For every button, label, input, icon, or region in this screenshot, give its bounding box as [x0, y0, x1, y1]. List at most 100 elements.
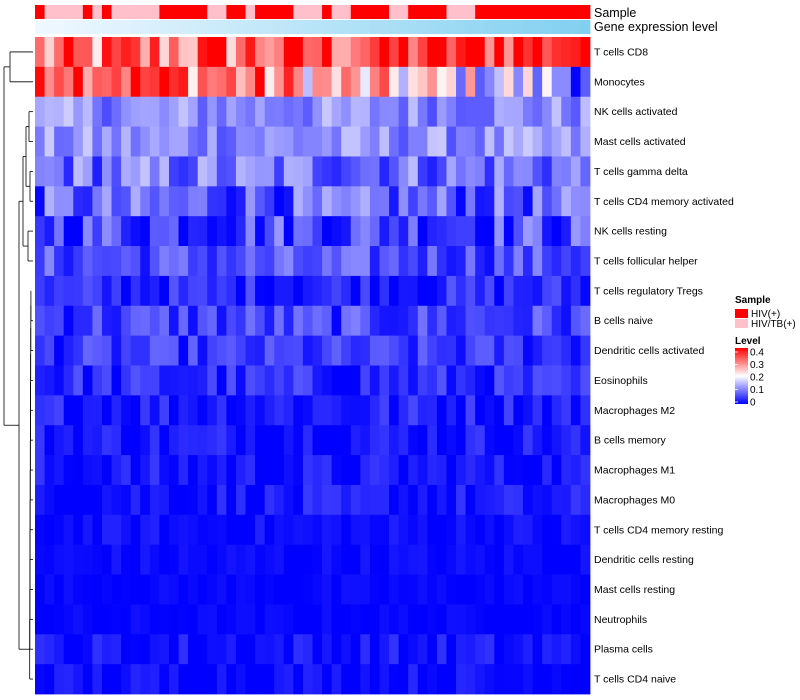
heatmap-cell [121, 455, 132, 486]
heatmap-cell [159, 186, 170, 217]
heatmap-cell [532, 425, 543, 456]
heatmap-cell [436, 425, 447, 456]
heatmap-cell [331, 365, 342, 396]
heatmap-cell [226, 216, 237, 247]
heatmap-cell [111, 156, 122, 187]
sample-annotation-cell [302, 5, 313, 19]
heatmap-cell [54, 634, 65, 665]
heatmap-cell [264, 246, 275, 277]
heatmap-cell [168, 96, 179, 127]
heatmap-cell [293, 216, 304, 247]
heatmap-cell [235, 37, 246, 68]
heatmap-cell [379, 395, 390, 426]
heatmap-cell [140, 216, 151, 247]
heatmap-cell [264, 664, 275, 695]
heatmap-cell [92, 395, 103, 426]
row-label: B cells naive [594, 315, 653, 327]
heatmap-cell [207, 37, 218, 68]
expression-annotation-cell [436, 20, 447, 34]
expression-annotation-cell [484, 20, 495, 34]
heatmap-cell [168, 664, 179, 695]
heatmap-cell [465, 335, 476, 366]
heatmap-cell [245, 455, 256, 486]
heatmap-cell [436, 455, 447, 486]
heatmap-cell [159, 156, 170, 187]
heatmap-cell [264, 574, 275, 605]
heatmap-cell [513, 395, 524, 426]
heatmap-cell [44, 544, 55, 575]
sample-annotation-cell [465, 5, 476, 19]
heatmap-cell [216, 634, 227, 665]
heatmap-cell [436, 544, 447, 575]
heatmap-cell [570, 335, 581, 366]
heatmap-cell [570, 604, 581, 635]
heatmap-cell [73, 246, 84, 277]
heatmap-cell [216, 395, 227, 426]
heatmap-cell [436, 395, 447, 426]
heatmap-cell [207, 66, 218, 98]
level-tick-label: 0.4 [750, 348, 764, 359]
heatmap-cell [360, 335, 371, 366]
heatmap-cell [456, 335, 466, 366]
heatmap-cell [570, 484, 581, 516]
heatmap-cell [293, 365, 304, 396]
heatmap-cell [293, 126, 304, 157]
heatmap-cell [101, 96, 112, 127]
heatmap-cell [82, 484, 93, 516]
heatmap-cell [130, 126, 141, 157]
heatmap-cell [341, 216, 352, 247]
heatmap-cell [551, 395, 562, 426]
heatmap-cell [92, 634, 103, 665]
heatmap-cell [121, 425, 132, 456]
heatmap-cell [417, 664, 428, 695]
row-label: T cells follicular helper [594, 255, 698, 267]
heatmap-cell [283, 246, 294, 277]
heatmap-cell [73, 335, 84, 366]
heatmap-cell [551, 186, 562, 217]
heatmap-cell [580, 514, 591, 546]
heatmap-cell [235, 365, 246, 396]
heatmap-cell [35, 335, 45, 366]
heatmap-cell [73, 305, 84, 337]
expression-annotation-label: Gene expression level [594, 20, 718, 34]
heatmap-cell [570, 544, 581, 575]
heatmap-cell [302, 156, 313, 187]
heatmap-cell [35, 484, 45, 516]
heatmap-cell [101, 335, 112, 366]
heatmap-cell [503, 186, 514, 217]
expression-annotation-cell [178, 20, 189, 34]
heatmap-cell [63, 275, 74, 307]
heatmap-cell [216, 66, 227, 98]
expression-annotation-cell [542, 20, 553, 34]
heatmap-cell [140, 335, 151, 366]
heatmap-cell [532, 66, 543, 98]
expression-annotation-cell [264, 20, 275, 34]
heatmap-cell [312, 664, 323, 695]
heatmap-cell [408, 484, 419, 516]
heatmap-cell [398, 246, 409, 277]
heatmap-cell [570, 305, 581, 337]
heatmap-cell [140, 305, 151, 337]
heatmap-cell [82, 66, 93, 98]
heatmap-cell [570, 455, 581, 486]
heatmap-cell [369, 186, 380, 217]
heatmap-cell [532, 395, 543, 426]
heatmap-cell [331, 216, 342, 247]
expression-annotation-cell [331, 20, 342, 34]
heatmap-cell [341, 37, 352, 68]
expression-annotation-cell [159, 20, 170, 34]
heatmap-cell [63, 66, 74, 98]
expression-annotation-cell [350, 20, 361, 34]
level-tick-label: 0.1 [750, 385, 764, 396]
sample-annotation-cell [417, 5, 428, 19]
heatmap-cell [255, 37, 266, 68]
heatmap-cell [302, 365, 313, 396]
heatmap-cell [331, 455, 342, 486]
heatmap-cell [542, 604, 553, 635]
heatmap-cell [561, 425, 572, 456]
sample-annotation-cell [101, 5, 112, 19]
heatmap-cell [140, 455, 151, 486]
heatmap-cell [551, 604, 562, 635]
heatmap-cell [427, 425, 438, 456]
heatmap-cell [494, 574, 505, 605]
